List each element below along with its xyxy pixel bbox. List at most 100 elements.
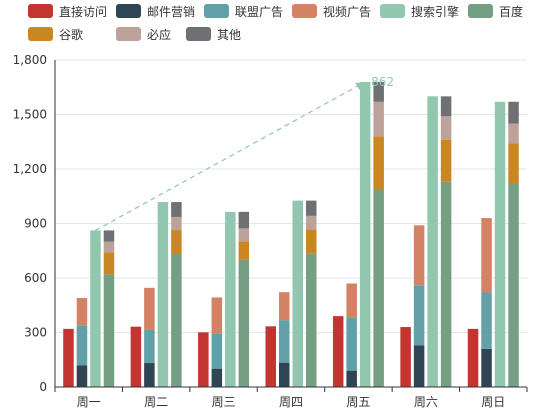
bar-segment [198,332,209,387]
legend-item[interactable]: 其他 [186,27,242,42]
legend-item[interactable]: 邮件营销 [116,4,196,19]
x-tick-label: 周六 [414,395,438,409]
x-tick-label: 周五 [346,395,370,409]
bar-segment [103,230,115,242]
legend-swatch [292,4,317,18]
bar-segment [144,363,155,387]
bar-segment [144,329,155,364]
bar-segment [76,325,88,366]
y-tick-label: 900 [24,217,47,231]
bar-segment [481,348,492,387]
bar-segment [171,216,182,231]
legend-swatch [204,4,229,18]
legend-item[interactable]: 视频广告 [292,4,372,19]
bar-segment [238,241,250,260]
legend-item[interactable]: 谷歌 [28,27,83,42]
y-tick-label: 1,200 [13,162,47,176]
x-tick-label: 周四 [279,395,303,409]
bar-segment [508,143,519,184]
bar-segment [373,188,384,387]
bar-segment [90,230,101,387]
bar-segment [413,285,425,346]
bar-segment [332,316,344,387]
bar-segment [211,333,223,369]
bar-segment [346,283,357,318]
legend-item[interactable]: 直接访问 [28,4,107,19]
bar-segment [413,345,425,387]
legend-swatch [116,27,141,41]
bar-segment [413,225,425,286]
bar-segment [494,101,506,388]
x-tick-label: 周一 [77,395,101,409]
bar-segment [265,326,276,387]
annotation-arrow-line [95,82,364,231]
legend-label: 视频广告 [323,4,372,19]
x-tick-label: 周三 [212,395,236,409]
bar-segment [508,183,519,387]
bar-segment [130,326,142,387]
legend-swatch [186,27,211,41]
legend-item[interactable]: 搜索引擎 [380,4,460,19]
bar-segment [171,254,182,387]
bar-segment [346,370,357,387]
bar-segment [481,218,492,293]
bar-segment [292,200,303,387]
legend-item[interactable]: 必应 [116,27,171,42]
legend-label: 搜索引擎 [411,4,460,19]
bar-segment [440,139,452,182]
y-tick-label: 1,800 [13,53,47,67]
bar-segment [103,274,115,387]
bar-segment [440,116,452,140]
bar-segment [211,297,223,334]
bar-segment [373,81,384,102]
bar-segment [306,253,317,387]
bar-segment [279,362,290,387]
legend-swatch [380,4,405,18]
bar-segment [279,292,290,321]
legend-item[interactable]: 百度 [468,4,524,19]
bar-segment [373,136,384,189]
bar-segment [306,200,317,216]
x-tick-label: 周日 [481,395,505,409]
bar-segment [63,328,74,387]
legend-label: 邮件营销 [147,4,196,19]
bar-segment [171,202,182,217]
bar-segment [103,252,115,275]
legend-swatch [28,27,53,41]
bar-segment [225,211,236,387]
bar-segment [279,320,290,363]
y-tick-label: 0 [39,380,47,394]
bar-segment [481,292,492,349]
bar-segment [400,327,411,387]
legend-swatch [28,4,53,18]
legend-label: 其他 [217,27,242,42]
bar-segment [359,81,371,388]
y-tick-label: 600 [24,271,47,285]
bar-segment [76,297,88,326]
bar-segment [440,96,452,117]
annotation-arrow-head [355,81,366,90]
y-tick-label: 1,500 [13,108,47,122]
x-tick-label: 周二 [144,395,168,409]
legend-item[interactable]: 联盟广告 [204,4,284,19]
legend-label: 百度 [499,4,524,19]
bar-segment [157,202,169,387]
bar-segment [103,241,115,253]
bar-segment [171,230,182,255]
bar-segment [373,101,384,137]
bar-segment [238,228,250,242]
legend-label: 联盟广告 [235,4,284,19]
bar-segment [508,123,519,144]
bar-segment [238,259,250,387]
bar-segment [76,365,88,387]
bar-segment [346,317,357,371]
legend-swatch [468,4,493,18]
bar-segment [306,215,317,230]
bar-segment [144,287,155,330]
bar-segment [238,211,250,229]
bar-segment [508,101,519,124]
legend-swatch [116,4,141,18]
bar-segment [467,328,479,387]
annotation-label: 862 [371,75,394,89]
